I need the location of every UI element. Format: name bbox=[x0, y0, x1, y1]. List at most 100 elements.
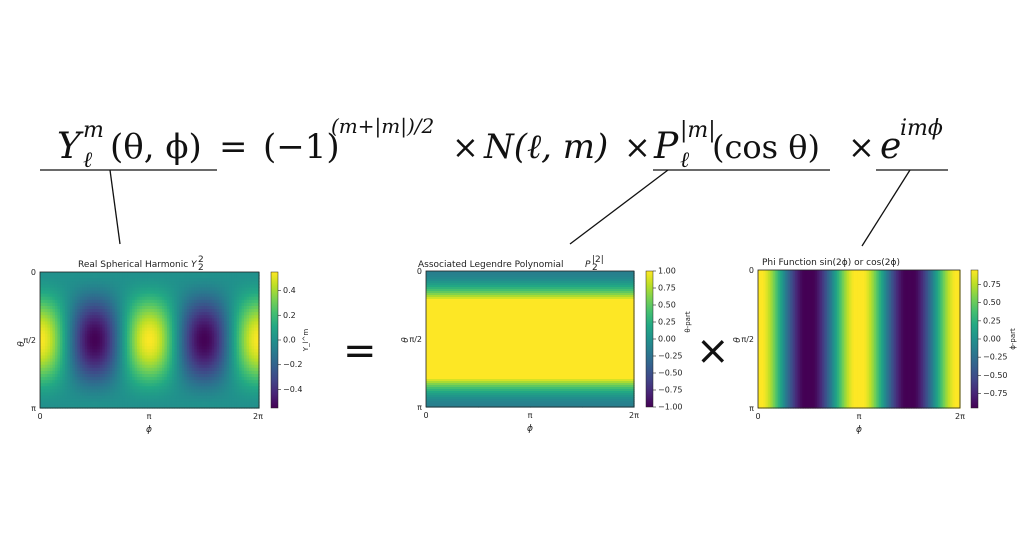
heatmap-cell bbox=[206, 281, 210, 285]
heatmap-cell bbox=[72, 275, 76, 279]
heatmap-cell bbox=[219, 358, 223, 363]
heatmap-cell bbox=[164, 330, 168, 335]
heatmap-cell bbox=[426, 335, 479, 338]
heatmap-cell bbox=[69, 383, 73, 387]
heatmap-cell bbox=[219, 306, 223, 310]
heatmap-cell bbox=[249, 336, 253, 341]
heatmap-cell bbox=[124, 272, 128, 276]
heatmap-cell bbox=[124, 281, 128, 285]
heatmap-cell bbox=[69, 330, 73, 335]
heatmap-cell bbox=[52, 287, 56, 292]
heatmap-cell bbox=[92, 272, 96, 276]
heatmap-cell bbox=[199, 398, 203, 403]
heatmap-cell bbox=[229, 333, 233, 338]
heatmap-cell bbox=[219, 309, 223, 313]
heatmap-cell bbox=[54, 340, 59, 344]
heatmap-cell bbox=[179, 278, 183, 282]
heatmap-cell bbox=[114, 364, 118, 369]
heatmap-cell bbox=[57, 306, 61, 310]
heatmap-cell bbox=[426, 311, 479, 314]
heatmap-cell bbox=[256, 290, 260, 295]
heatmap-cell bbox=[156, 374, 161, 378]
heatmap-cell bbox=[112, 367, 116, 372]
heatmap-cell bbox=[219, 336, 223, 341]
heatmap-cell bbox=[114, 361, 118, 366]
heatmap-cell bbox=[236, 392, 240, 397]
heatmap-cell bbox=[761, 270, 764, 340]
heatmap-cell bbox=[139, 336, 143, 341]
heatmap-cell bbox=[530, 343, 583, 346]
heatmap-cell bbox=[79, 281, 83, 285]
heatmap-cell bbox=[142, 312, 146, 316]
heatmap-cell bbox=[159, 355, 163, 360]
heatmap-cell bbox=[92, 352, 96, 357]
heatmap-cell bbox=[204, 349, 208, 353]
heatmap-cell bbox=[256, 321, 260, 326]
heatmap-cell bbox=[426, 331, 479, 334]
heatmap-cell bbox=[206, 287, 210, 292]
heatmap-cell bbox=[179, 315, 183, 319]
heatmap-cell bbox=[241, 367, 245, 372]
heatmap-cell bbox=[47, 340, 51, 344]
heatmap-cell bbox=[884, 339, 887, 409]
heatmap-cell bbox=[171, 392, 175, 397]
heatmap-cell bbox=[87, 343, 91, 347]
heatmap-cell bbox=[229, 383, 233, 387]
heatmap-cell bbox=[224, 367, 228, 372]
heatmap-cell bbox=[582, 335, 635, 338]
heatmap-cell bbox=[109, 389, 113, 394]
heatmap-cell bbox=[97, 293, 101, 298]
heatmap-cell bbox=[87, 321, 91, 326]
heatmap-cell bbox=[82, 336, 86, 341]
heatmap-cell bbox=[184, 327, 188, 332]
heatmap-cell bbox=[107, 324, 111, 329]
heatmap-cell bbox=[97, 392, 101, 397]
heatmap-cell bbox=[221, 346, 225, 350]
heatmap-cell bbox=[117, 349, 121, 353]
heatmap-cell bbox=[69, 358, 73, 363]
heatmap-cell bbox=[57, 287, 61, 292]
heatmap-cell bbox=[62, 346, 66, 350]
heatmap-cell bbox=[174, 275, 178, 279]
heatmap-cell bbox=[224, 401, 228, 406]
heatmap-cell bbox=[166, 336, 171, 341]
legendre-sub: ℓ bbox=[680, 148, 690, 173]
heatmap-cell bbox=[171, 355, 175, 360]
heatmap-cell bbox=[184, 324, 188, 329]
heatmap-cell bbox=[151, 275, 156, 279]
heatmap-cell bbox=[186, 318, 190, 323]
heatmap-cell bbox=[44, 340, 49, 344]
heatmap-cell bbox=[147, 330, 151, 335]
heatmap-cell bbox=[124, 392, 128, 397]
heatmap-cell bbox=[92, 346, 96, 350]
heatmap-cell bbox=[147, 346, 151, 350]
heatmap-cell bbox=[216, 364, 220, 369]
heatmap-cell bbox=[79, 392, 83, 397]
heatmap-cell bbox=[169, 296, 173, 301]
heatmap-cell bbox=[122, 392, 126, 397]
heatmap-cell bbox=[82, 389, 86, 394]
heatmap-cell bbox=[119, 401, 123, 406]
heatmap-cell bbox=[72, 398, 76, 403]
heatmap-cell bbox=[478, 361, 531, 364]
heatmap-cell bbox=[154, 404, 158, 409]
heatmap-cell bbox=[82, 299, 86, 304]
heatmap-cell bbox=[530, 397, 583, 400]
heatmap-cell bbox=[530, 395, 583, 398]
heatmap-cell bbox=[134, 330, 138, 335]
heatmap-cell bbox=[189, 309, 193, 313]
heatmap-cell bbox=[114, 302, 118, 307]
heatmap-cell bbox=[759, 339, 762, 409]
heatmap-cell bbox=[234, 287, 238, 292]
heatmap-cell bbox=[104, 312, 108, 316]
heatmap-cell bbox=[216, 380, 220, 384]
heatmap-cell bbox=[194, 401, 198, 406]
heatmap-cell bbox=[236, 404, 240, 409]
heatmap-cell bbox=[82, 290, 86, 295]
heatmap-cell bbox=[97, 401, 101, 406]
heatmap-cell bbox=[199, 367, 203, 372]
heatmap-cell bbox=[241, 278, 245, 282]
heatmap-cell bbox=[144, 299, 148, 304]
heatmap-cell bbox=[114, 327, 118, 332]
heatmap-cell bbox=[241, 361, 245, 366]
